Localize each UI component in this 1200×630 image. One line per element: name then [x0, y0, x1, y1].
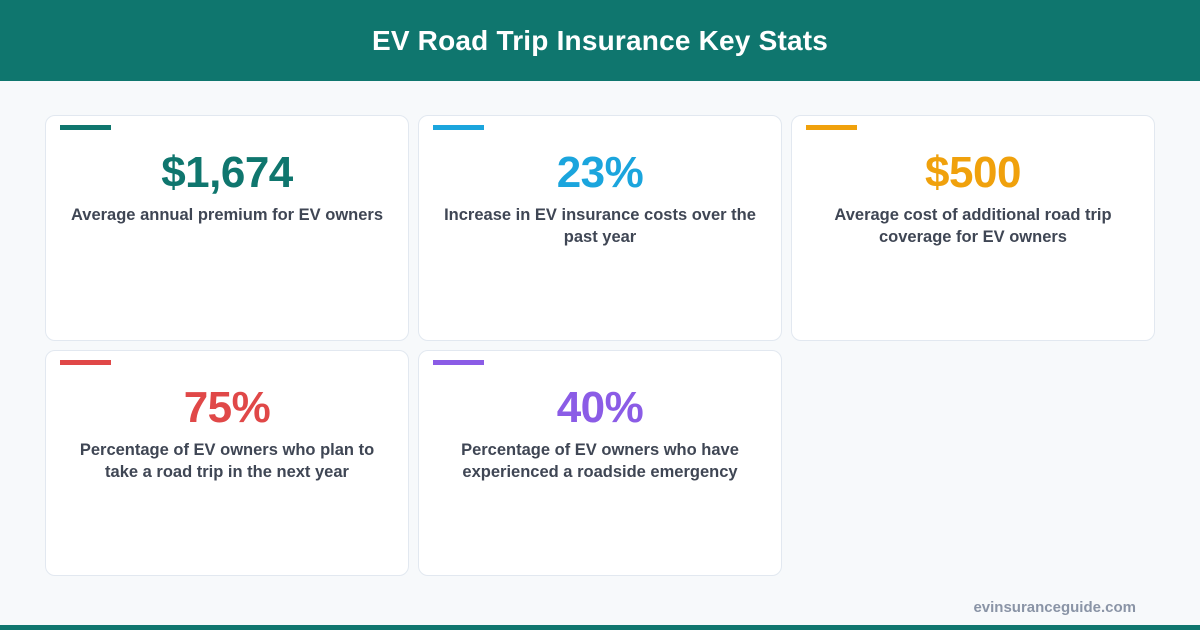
stat-value: 40% [556, 383, 644, 432]
stat-card-road-trip-coverage: $500 Average cost of additional road tri… [791, 115, 1155, 341]
card-accent-bar [433, 125, 484, 130]
stat-value: 75% [183, 383, 271, 432]
stat-label: Average cost of additional road trip cov… [834, 206, 1112, 246]
stat-label: Percentage of EV owners who have experie… [461, 441, 739, 481]
stats-grid: $1,674 Average annual premium for EV own… [45, 115, 1155, 576]
page-title: EV Road Trip Insurance Key Stats [371, 24, 829, 56]
stat-label: Percentage of EV owners who plan to take… [79, 441, 375, 481]
card-accent-bar [806, 125, 857, 130]
card-accent-bar [433, 360, 484, 365]
stat-value: 23% [556, 148, 644, 197]
stat-label: Average annual premium for EV owners [70, 206, 384, 224]
stat-card-annual-premium: $1,674 Average annual premium for EV own… [45, 115, 409, 341]
stat-value: $500 [925, 148, 1021, 197]
stat-card-roadside-emergency: 40% Percentage of EV owners who have exp… [418, 350, 782, 576]
stat-value: $1,674 [161, 148, 293, 197]
footer-site-url: evinsuranceguide.com [973, 599, 1136, 616]
card-accent-bar [60, 125, 111, 130]
stat-card-plan-road-trip: 75% Percentage of EV owners who plan to … [45, 350, 409, 576]
card-accent-bar [60, 360, 111, 365]
header-banner: EV Road Trip Insurance Key Stats [0, 0, 1200, 81]
stat-label: Increase in EV insurance costs over the … [444, 206, 756, 246]
bottom-accent-bar [0, 625, 1200, 630]
stat-card-cost-increase: 23% Increase in EV insurance costs over … [418, 115, 782, 341]
